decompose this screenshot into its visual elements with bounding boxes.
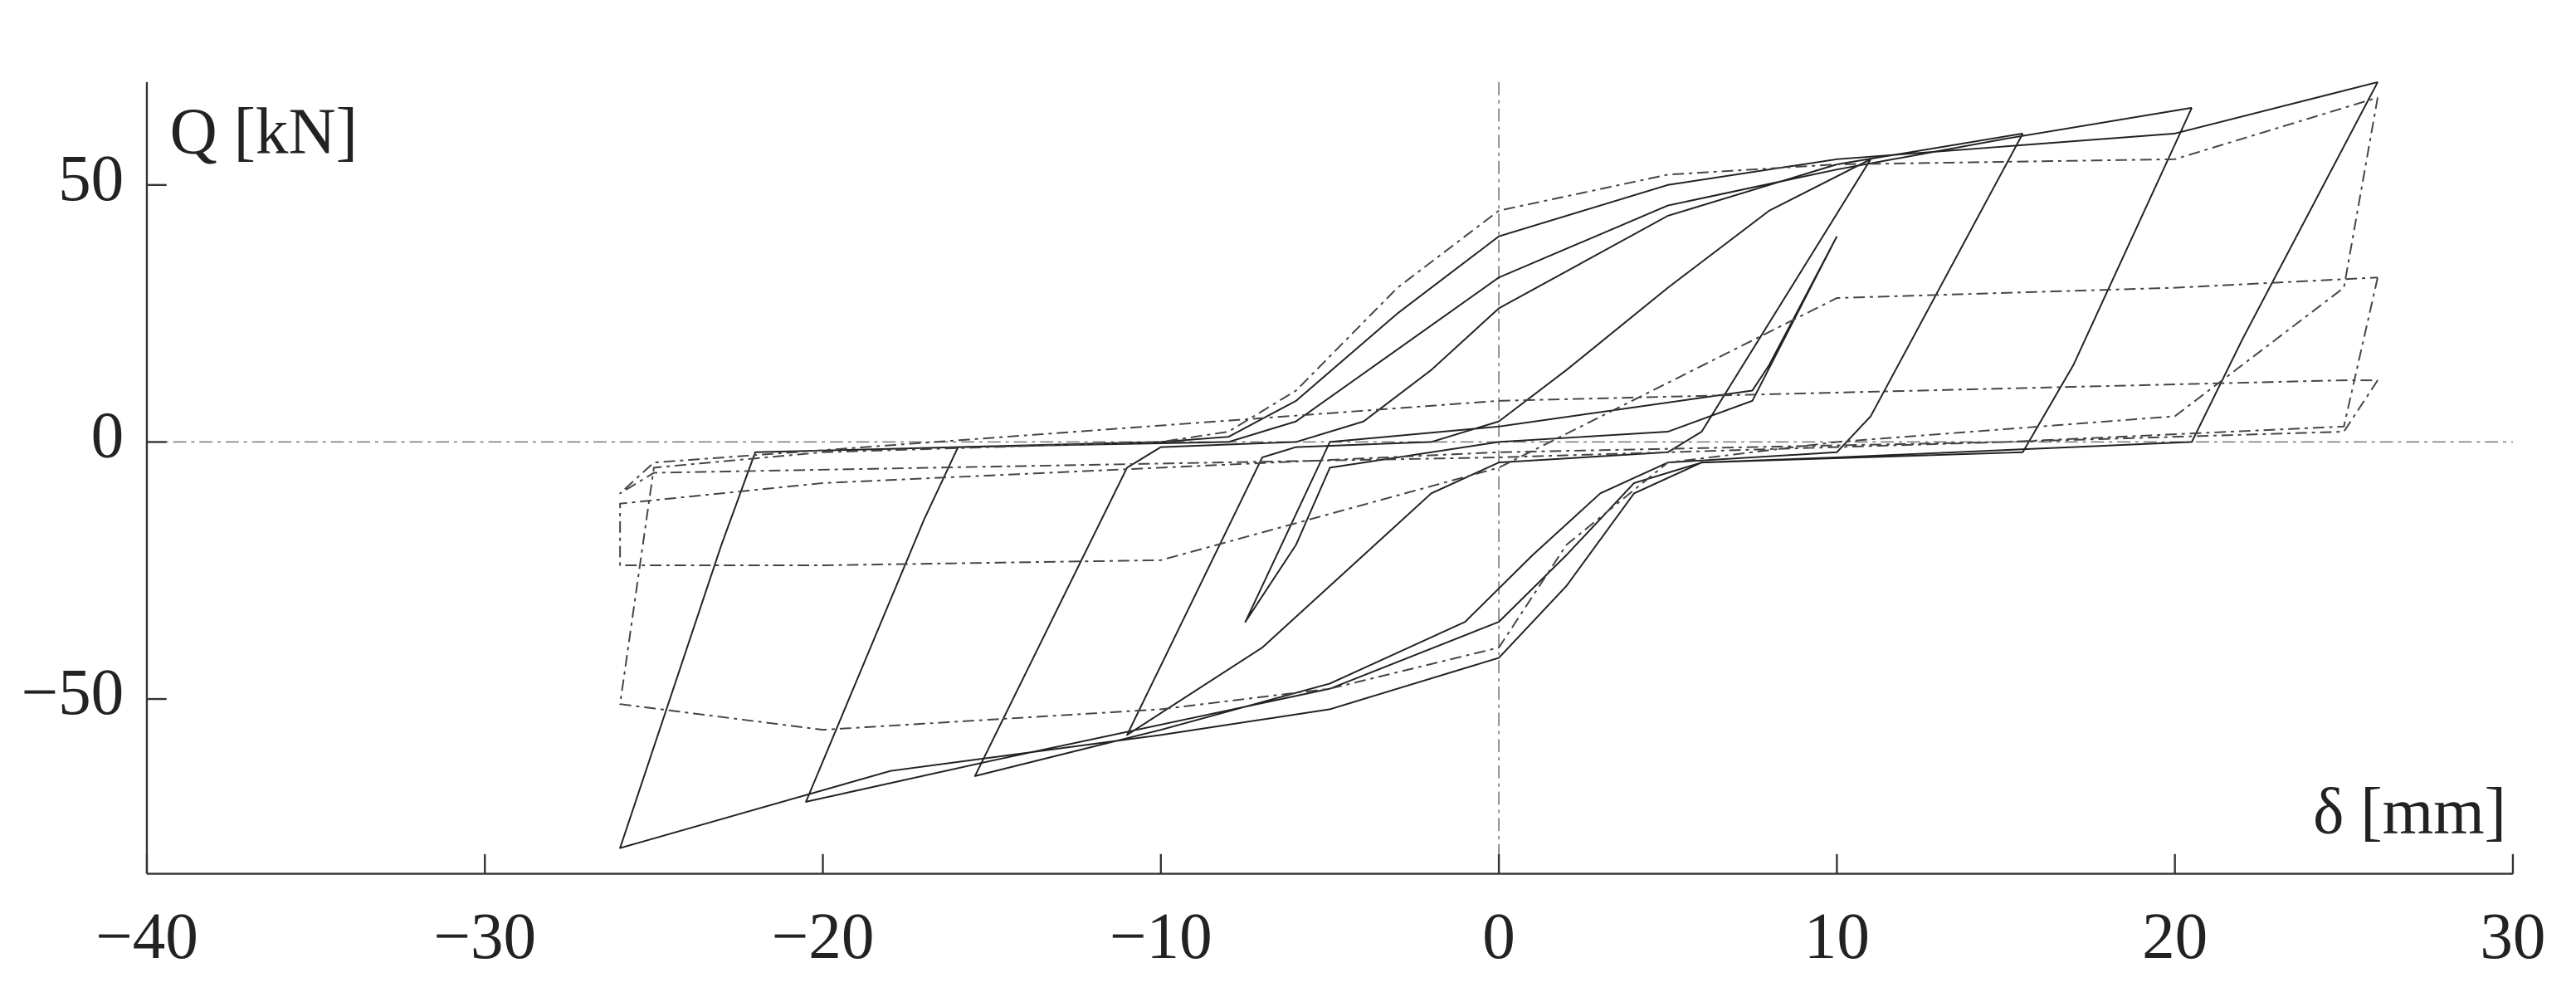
x-tick-label: 0 (1482, 900, 1515, 973)
hysteresis-curve (805, 106, 2193, 803)
x-tick-label: −10 (1110, 900, 1212, 973)
x-tick-label: −40 (95, 900, 198, 973)
y-tick-label: 50 (58, 142, 124, 215)
y-tick-label: 0 (91, 399, 124, 472)
hysteresis-curve (1244, 236, 1838, 623)
hysteresis-curve (619, 96, 2379, 731)
x-axis-label: δ [mm] (2313, 775, 2506, 848)
x-tick-label: 30 (2480, 900, 2545, 973)
x-tick-label: −20 (772, 900, 875, 973)
hysteresis-curve (619, 379, 2378, 495)
hysteresis-curve (619, 276, 2379, 567)
x-tick-label: 10 (1804, 900, 1870, 973)
x-tick-label: −30 (433, 900, 536, 973)
x-tick-label: 20 (2142, 900, 2208, 973)
y-tick-label: −50 (22, 656, 124, 729)
y-axis-label: Q [kN] (170, 95, 358, 168)
hysteresis-curve (1126, 158, 1871, 736)
